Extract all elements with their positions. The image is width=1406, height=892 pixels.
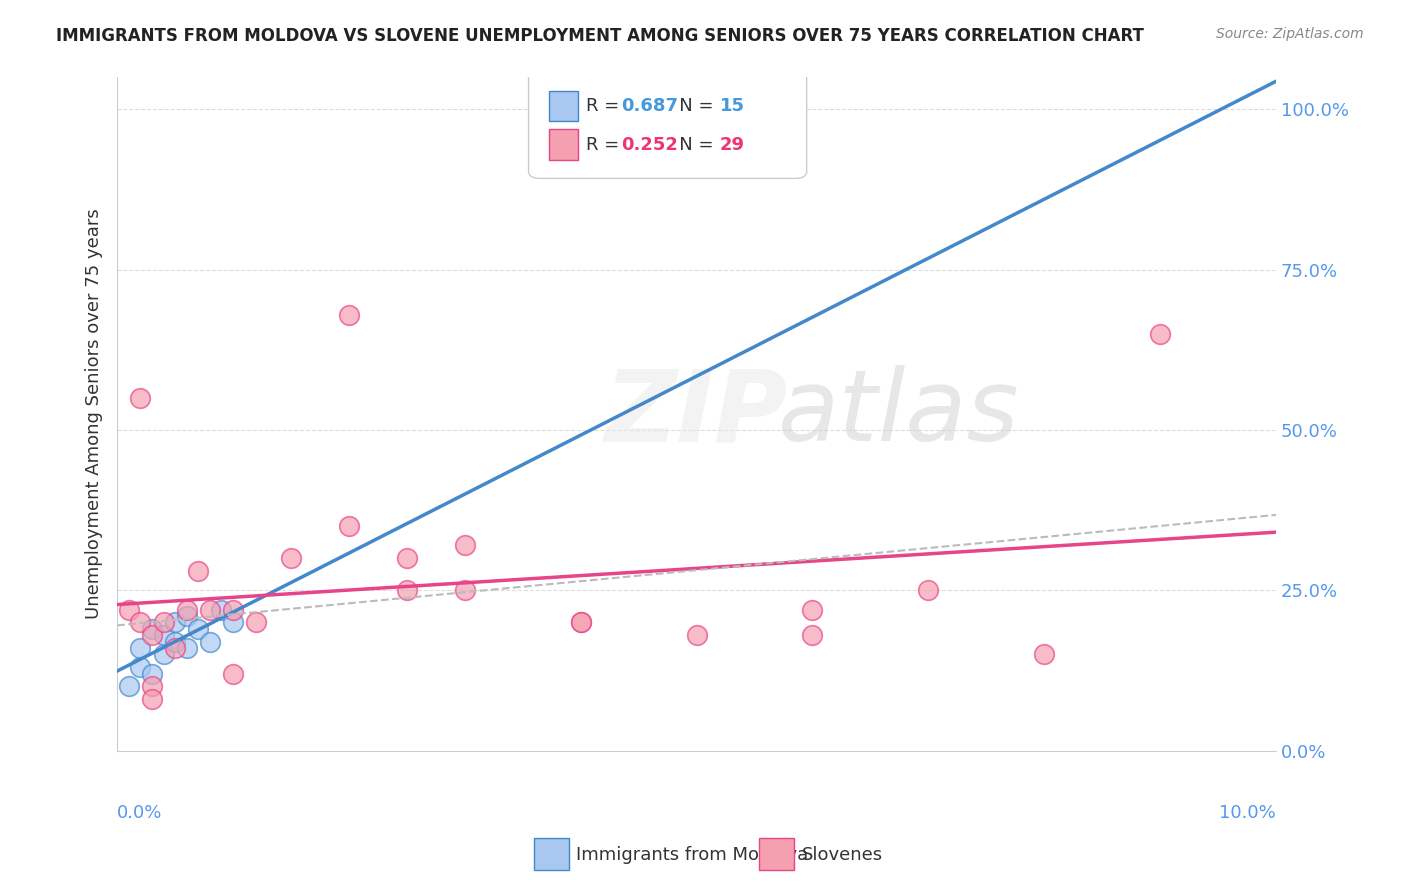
Point	[801, 628, 824, 642]
Text: Immigrants from Moldova: Immigrants from Moldova	[576, 846, 808, 863]
Point	[141, 666, 163, 681]
Text: R =: R =	[586, 136, 626, 153]
Point	[129, 391, 152, 405]
Text: atlas: atlas	[778, 366, 1019, 462]
Point	[917, 583, 939, 598]
Point	[1149, 326, 1171, 341]
FancyBboxPatch shape	[529, 70, 807, 178]
Point	[801, 602, 824, 616]
Point	[280, 551, 302, 566]
Text: Slovenes: Slovenes	[801, 846, 883, 863]
Point	[165, 634, 187, 648]
Text: 10.0%: 10.0%	[1219, 805, 1277, 822]
Point	[176, 608, 198, 623]
Point	[569, 615, 592, 630]
Point	[152, 615, 174, 630]
Point	[176, 602, 198, 616]
Point	[198, 602, 221, 616]
Text: IMMIGRANTS FROM MOLDOVA VS SLOVENE UNEMPLOYMENT AMONG SENIORS OVER 75 YEARS CORR: IMMIGRANTS FROM MOLDOVA VS SLOVENE UNEMP…	[56, 27, 1144, 45]
Point	[245, 615, 267, 630]
Point	[222, 615, 245, 630]
Text: 0.687: 0.687	[621, 96, 678, 115]
Text: Source: ZipAtlas.com: Source: ZipAtlas.com	[1216, 27, 1364, 41]
Point	[141, 622, 163, 636]
Point	[211, 602, 233, 616]
Point	[176, 640, 198, 655]
Text: 0.0%: 0.0%	[117, 805, 163, 822]
Point	[569, 615, 592, 630]
Point	[454, 538, 477, 552]
Point	[1033, 648, 1056, 662]
Point	[141, 680, 163, 694]
Text: 15: 15	[720, 96, 745, 115]
Text: ZIP: ZIP	[605, 366, 789, 462]
Point	[337, 519, 360, 533]
Point	[129, 660, 152, 674]
Point	[118, 680, 141, 694]
Point	[685, 628, 707, 642]
Point	[152, 648, 174, 662]
Text: R =: R =	[586, 96, 626, 115]
Point	[395, 551, 418, 566]
Point	[337, 308, 360, 322]
Point	[187, 564, 209, 578]
Point	[454, 583, 477, 598]
FancyBboxPatch shape	[550, 129, 578, 160]
FancyBboxPatch shape	[550, 91, 578, 121]
Point	[187, 622, 209, 636]
Text: N =: N =	[662, 96, 718, 115]
Point	[141, 628, 163, 642]
Point	[129, 615, 152, 630]
Text: 0.252: 0.252	[621, 136, 678, 153]
Point	[129, 640, 152, 655]
Point	[222, 666, 245, 681]
Point	[141, 692, 163, 706]
Y-axis label: Unemployment Among Seniors over 75 years: Unemployment Among Seniors over 75 years	[86, 209, 103, 619]
Text: N =: N =	[662, 136, 718, 153]
Point	[165, 615, 187, 630]
Point	[222, 602, 245, 616]
Point	[165, 640, 187, 655]
Point	[198, 634, 221, 648]
Point	[152, 628, 174, 642]
Point	[395, 583, 418, 598]
Point	[118, 602, 141, 616]
Text: 29: 29	[720, 136, 745, 153]
